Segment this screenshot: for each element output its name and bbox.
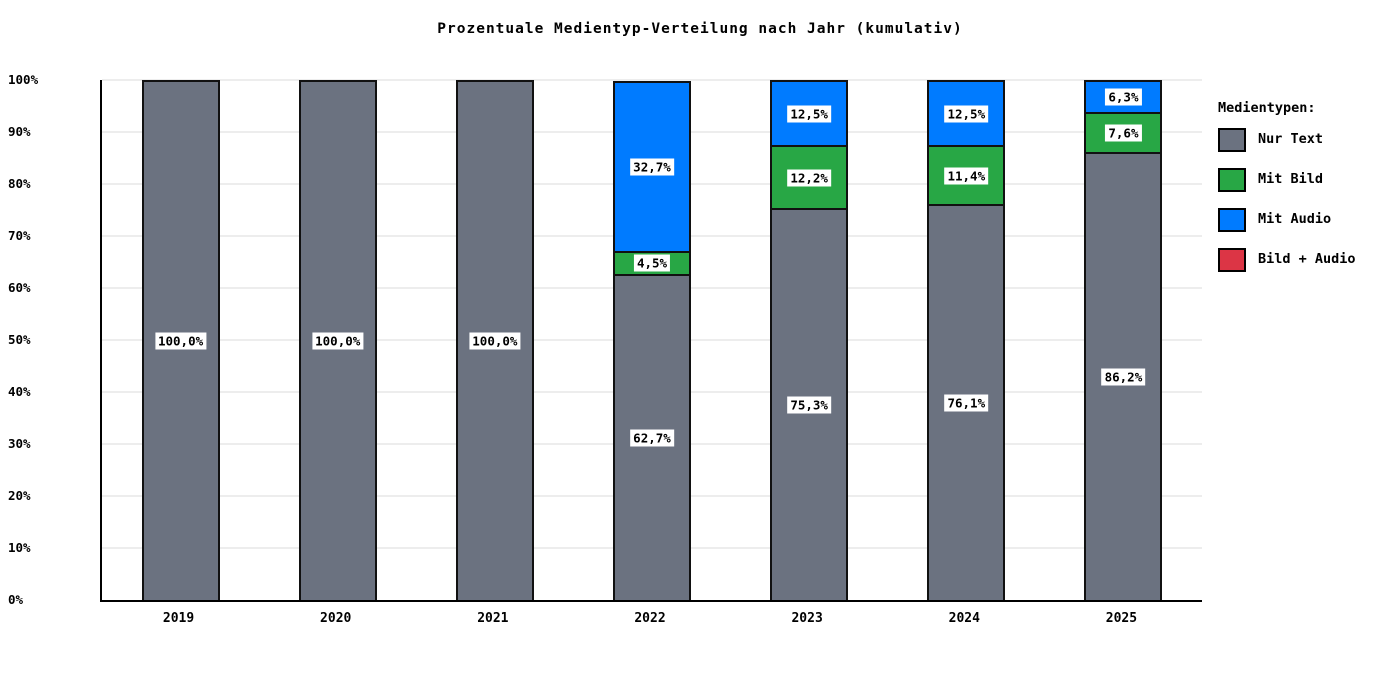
y-axis-tick-label: 0% <box>8 592 24 607</box>
bar-segment-label: 11,4% <box>944 167 989 185</box>
plot-area: 100,0% 100,0% 100,0% 62,7% 4,5% 32,7% 75,3% 12,… <box>100 79 1202 602</box>
y-axis-tick-label: 60% <box>8 280 31 295</box>
legend-items: Nur Text Mit Bild Mit Audio Bild + Audio <box>1218 128 1356 272</box>
bar-2025: 86,2% 7,6% 6,3% <box>1084 79 1163 600</box>
legend-item-bild-audio: Bild + Audio <box>1218 248 1356 272</box>
chart-title: Prozentuale Medientyp-Verteilung nach Ja… <box>437 21 963 37</box>
bar-2022: 62,7% 4,5% 32,7% <box>613 80 691 600</box>
bar-segment-label: 6,3% <box>1105 88 1142 106</box>
y-axis-tick-label: 70% <box>8 228 31 243</box>
bar-segment-mit-bild: 7,6% <box>1084 112 1163 152</box>
bar-segment-label: 12,2% <box>787 169 831 187</box>
bar-segment-label: 76,1% <box>944 394 989 412</box>
legend-swatch-mit-audio <box>1218 208 1246 232</box>
x-axis-tick-label: 2022 <box>634 611 666 626</box>
bar-segment-mit-audio: 12,5% <box>770 80 849 145</box>
legend-swatch-nur-text <box>1218 128 1246 152</box>
bar-segment-label: 100,0% <box>154 332 207 350</box>
bar-segment-label: 62,7% <box>630 429 674 447</box>
bar-2020: 100,0% <box>298 80 377 600</box>
bar-segment-label: 75,3% <box>787 396 831 414</box>
bar-segment-label: 12,5% <box>787 105 831 122</box>
legend-item-mit-audio: Mit Audio <box>1218 208 1331 232</box>
x-axis-tick-label: 2020 <box>320 611 352 626</box>
bar-segment-label: 32,7% <box>630 158 674 176</box>
bar-segment-nur-text: 75,3% <box>770 208 849 600</box>
y-axis-tick-label: 80% <box>8 176 31 191</box>
bar-2021: 100,0% <box>455 80 534 600</box>
bar-segment-nur-text: 76,1% <box>927 204 1006 600</box>
bar-segment-nur-text: 86,2% <box>1084 151 1163 600</box>
bar-segment-label: 100,0% <box>312 332 364 350</box>
legend-title: Medientypen: <box>1218 100 1316 116</box>
x-axis-tick-label: 2021 <box>477 611 509 626</box>
bar-segment-nur-text: 100,0% <box>298 80 377 600</box>
gridline <box>102 79 1202 81</box>
y-axis-tick-label: 40% <box>8 384 31 399</box>
y-axis-tick-label: 10% <box>8 540 31 555</box>
bar-segment-mit-bild: 12,2% <box>770 145 849 209</box>
legend-item-label: Bild + Audio <box>1258 251 1356 267</box>
y-axis-tick-label: 90% <box>8 124 31 139</box>
bar-segment-label: 7,6% <box>1105 124 1142 142</box>
bar-segment-mit-audio: 32,7% <box>613 80 691 251</box>
bar-segment-label: 12,5% <box>944 105 989 122</box>
legend-item-label: Mit Audio <box>1258 211 1332 227</box>
y-axis-tick-label: 100% <box>8 72 39 87</box>
x-axis-tick-label: 2024 <box>948 611 980 626</box>
bar-2019: 100,0% <box>141 80 220 600</box>
legend-swatch-bild-audio <box>1218 248 1246 272</box>
x-axis-tick-label: 2025 <box>1105 611 1138 626</box>
x-axis-tick-label: 2019 <box>162 611 195 626</box>
bar-segment-nur-text: 100,0% <box>141 80 220 600</box>
y-axis-tick-label: 20% <box>8 488 31 503</box>
bar-segment-label: 86,2% <box>1101 368 1146 386</box>
bar-segment-mit-bild: 11,4% <box>927 145 1006 205</box>
bar-segment-mit-audio: 12,5% <box>927 80 1006 145</box>
bar-2024: 76,1% 11,4% 12,5% <box>927 80 1006 600</box>
bar-segment-nur-text: 62,7% <box>613 273 691 600</box>
legend-item-nur-text: Nur Text <box>1218 128 1323 152</box>
legend-item-label: Mit Bild <box>1258 171 1324 187</box>
bar-segment-label: 4,5% <box>633 254 671 272</box>
bar-segment-label: 100,0% <box>469 332 521 350</box>
legend-item-mit-bild: Mit Bild <box>1218 168 1323 192</box>
y-axis-tick-label: 50% <box>8 332 31 347</box>
bar-segment-mit-bild: 4,5% <box>613 250 691 274</box>
y-axis-tick-label: 30% <box>8 436 31 451</box>
x-axis-tick-label: 2023 <box>791 611 823 626</box>
legend-swatch-mit-bild <box>1218 168 1246 192</box>
bar-segment-mit-audio: 6,3% <box>1084 79 1163 113</box>
bar-segment-nur-text: 100,0% <box>455 80 534 600</box>
legend-item-label: Nur Text <box>1258 131 1324 147</box>
bar-2023: 75,3% 12,2% 12,5% <box>770 80 849 600</box>
legend: Medientypen: Nur Text Mit Bild Mit Audio Bi… <box>1218 100 1356 288</box>
